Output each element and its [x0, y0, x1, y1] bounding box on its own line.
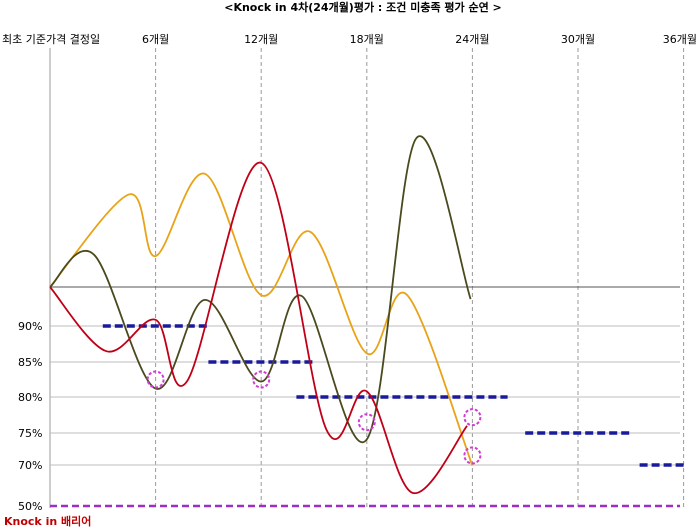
evaluation-marker: [357, 413, 376, 432]
level-label: 70%: [18, 459, 42, 472]
chart-title: <Knock in 4차(24개월)평가 : 조건 미충족 평가 순연 >: [224, 0, 502, 14]
knock-in-label-prefix: Knock in: [4, 515, 57, 528]
period-header: 12개월: [244, 33, 278, 46]
period-header: 36개월: [663, 33, 697, 46]
evaluation-marker: [463, 446, 482, 465]
level-label: 90%: [18, 320, 42, 333]
level-label: 85%: [18, 356, 42, 369]
period-header: 18개월: [350, 33, 384, 46]
period-header: 24개월: [455, 33, 489, 46]
knock-in-label: Knock in 배리어: [4, 514, 91, 528]
evaluation-markers: [146, 370, 482, 465]
period-header: 최초 기준가격 결정일: [2, 32, 100, 46]
period-header: 6개월: [142, 33, 169, 46]
price-path: [49, 172, 474, 466]
evaluation-marker: [463, 408, 482, 427]
price-path: [49, 135, 472, 444]
evaluation-marker: [252, 370, 271, 389]
level-labels: 90% 85% 80% 75% 70% 50%: [18, 320, 42, 513]
price-paths: [49, 135, 474, 494]
knock-in-label-suffix: 배리어: [57, 514, 91, 528]
level-label: 75%: [18, 427, 42, 440]
period-header: 30개월: [561, 33, 595, 46]
evaluation-thresholds: [102, 324, 688, 467]
level-label: 80%: [18, 391, 42, 404]
period-headers: 최초 기준가격 결정일 6개월 12개월 18개월 24개월 30개월 36개월: [2, 32, 697, 46]
level-label: 50%: [18, 500, 42, 513]
evaluation-marker: [146, 370, 165, 389]
price-path: [49, 161, 468, 494]
